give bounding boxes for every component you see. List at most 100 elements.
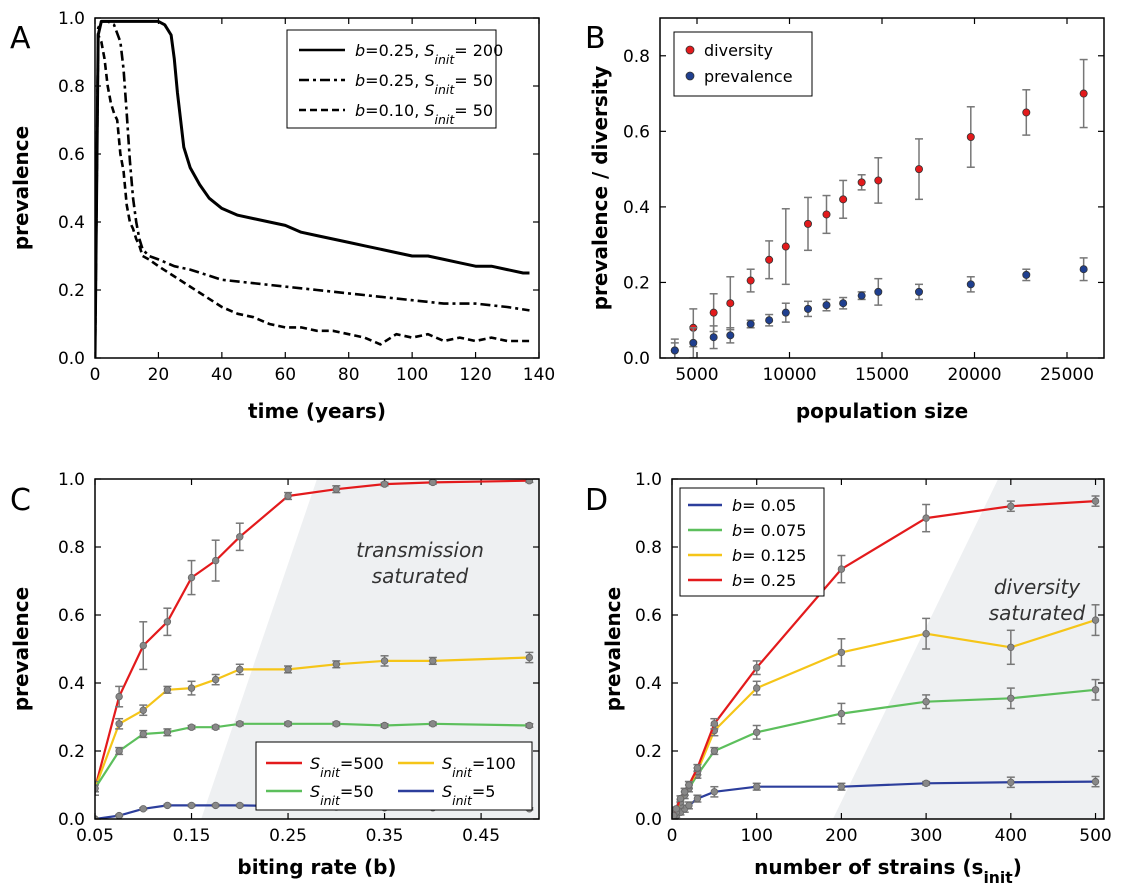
data-point (922, 698, 930, 706)
data-point (837, 565, 846, 573)
x-tick-label: 60 (274, 365, 296, 385)
legend-label: b= 0.25 (732, 571, 796, 590)
x-tick-label: 0 (667, 826, 678, 846)
data-point (380, 721, 389, 730)
data-point (746, 276, 755, 285)
data-point (822, 210, 831, 219)
data-point (236, 533, 244, 541)
series-line (95, 33, 530, 358)
data-point (284, 720, 292, 728)
x-tick-label: 5000 (675, 365, 718, 385)
data-point (1007, 694, 1015, 702)
data-point (1007, 502, 1015, 510)
panel-letter: A (10, 21, 31, 56)
y-tick-label: 0.6 (623, 122, 650, 142)
data-point (857, 291, 866, 300)
data-point (187, 723, 196, 731)
data-point (685, 801, 693, 810)
plot-frame (659, 17, 1105, 359)
data-point (839, 195, 848, 204)
series-line (95, 722, 530, 789)
data-point (822, 301, 831, 310)
data-point (726, 331, 735, 340)
legend-label: b=0.10, Sinit= 50 (355, 101, 493, 127)
data-point (710, 788, 719, 796)
data-point (670, 346, 679, 355)
x-tick-label: 15000 (855, 365, 909, 385)
x-tick-label: 20000 (947, 365, 1001, 385)
y-axis-label: prevalence / diversity (588, 66, 612, 311)
data-point (1091, 497, 1100, 505)
data-point (115, 747, 123, 755)
series-line (95, 479, 530, 789)
data-point (163, 728, 172, 736)
y-tick-label: 0.2 (623, 273, 650, 293)
data-point (139, 706, 147, 714)
data-point (429, 657, 437, 665)
y-tick-label: 0.8 (58, 538, 85, 558)
x-tick-label: 200 (825, 826, 857, 846)
saturated-region (832, 479, 1104, 819)
data-point (709, 308, 718, 317)
x-axis-label: number of strains (sinit) (754, 855, 1022, 883)
y-axis-label: prevalence (9, 126, 33, 250)
y-tick-label: 1.0 (58, 470, 85, 490)
legend-swatch (685, 71, 695, 81)
data-point (236, 720, 244, 728)
x-axis-label: population size (796, 399, 968, 423)
data-point (95, 815, 99, 819)
x-tick-label: 0.35 (366, 826, 404, 846)
legend-label: b= 0.075 (732, 521, 806, 540)
y-tick-label: 0.0 (635, 810, 662, 830)
data-point (710, 747, 719, 755)
data-point (1007, 778, 1015, 786)
y-tick-label: 0.8 (623, 47, 650, 67)
annotation-line-0: transmission (356, 538, 484, 562)
legend-swatch (685, 45, 695, 55)
series-3 (672, 495, 1100, 819)
y-tick-label: 0.8 (635, 538, 662, 558)
annotation-line-1: saturated (372, 564, 469, 588)
series-line (95, 19, 530, 358)
series-0 (95, 19, 530, 358)
data-point (211, 723, 220, 731)
data-point (685, 781, 693, 789)
data-point (765, 316, 774, 325)
data-point (672, 805, 680, 813)
y-tick-label: 0.0 (58, 349, 85, 369)
data-point (211, 801, 220, 810)
data-point (874, 176, 883, 185)
data-point (429, 720, 437, 728)
data-point (689, 338, 698, 347)
data-point (746, 319, 755, 328)
x-tick-label: 100 (740, 826, 772, 846)
y-tick-label: 0.4 (58, 674, 85, 694)
data-point (380, 480, 389, 488)
data-point (187, 684, 196, 692)
annotation-line-1: saturated (989, 601, 1086, 625)
data-point (1007, 643, 1015, 651)
legend-label: Sinit=5 (442, 782, 495, 808)
data-point (1091, 616, 1100, 624)
plot-frame (671, 478, 1105, 820)
series-2 (95, 720, 534, 793)
x-tick-label: 400 (995, 826, 1027, 846)
data-point (837, 709, 846, 718)
y-tick-label: 0.2 (58, 281, 85, 301)
data-point (163, 801, 172, 810)
data-point (380, 657, 389, 665)
data-point (857, 178, 866, 187)
data-point (966, 132, 975, 141)
data-point (915, 287, 924, 296)
data-point (710, 720, 719, 728)
series-1 (95, 651, 534, 796)
legend-label: Sinit=500 (310, 754, 384, 780)
data-point (693, 764, 702, 772)
y-tick-label: 1.0 (58, 9, 85, 29)
data-point (525, 479, 534, 485)
legend (286, 29, 497, 129)
series-line (95, 20, 530, 358)
plot-frame (94, 17, 540, 359)
